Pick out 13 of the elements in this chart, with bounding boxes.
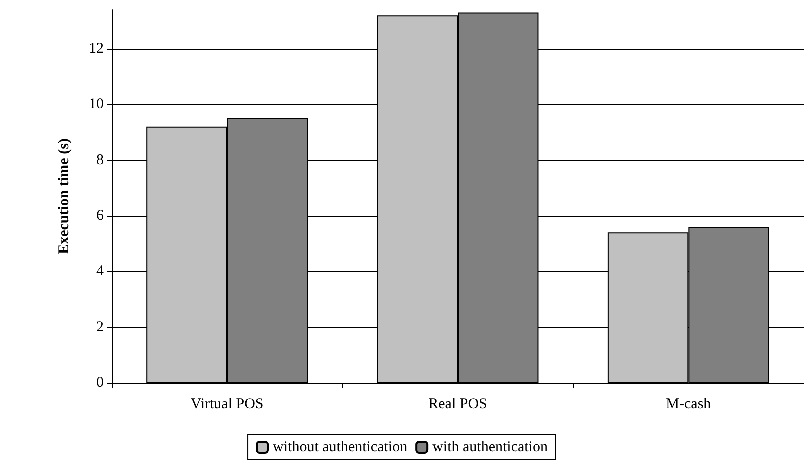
y-tick-label: 12 (89, 40, 104, 57)
x-tick-label: M-cash (666, 396, 712, 412)
y-tick-label: 8 (96, 152, 104, 168)
y-tick-label: 4 (96, 264, 104, 280)
y-tick-label: 0 (96, 375, 104, 391)
y-tick-label: 6 (96, 208, 104, 224)
x-tick-label: Virtual POS (190, 396, 264, 412)
y-tick-label: 2 (96, 319, 104, 336)
y-axis-title: Execution time (s) (56, 138, 72, 254)
legend-label: with authentication (432, 440, 548, 456)
y-tick-label: 10 (89, 96, 104, 113)
x-tick-label: Real POS (428, 396, 488, 412)
legend-label: without authentication (273, 440, 408, 456)
